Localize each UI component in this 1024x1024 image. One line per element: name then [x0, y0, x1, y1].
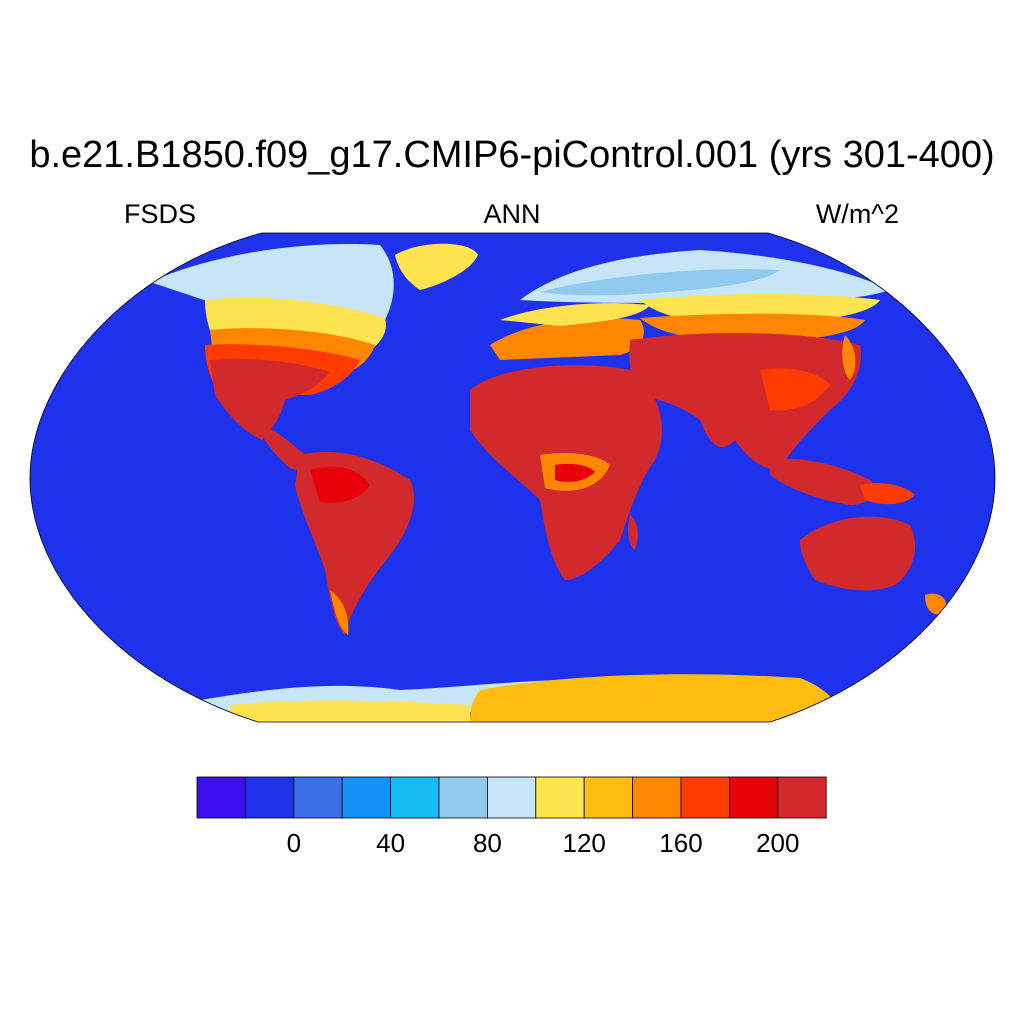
colorbar-box	[196, 776, 246, 819]
map-border	[29, 232, 996, 723]
colorbar-box	[390, 776, 440, 819]
colorbar-box	[244, 776, 295, 819]
antarctica-west	[230, 700, 470, 722]
colorbar-tick-label: 0	[287, 828, 301, 858]
colorbar-box	[632, 776, 682, 819]
greenland	[395, 243, 478, 290]
season-label: ANN	[483, 199, 541, 229]
colorbar-tick-label: 40	[376, 828, 405, 858]
madagascar	[627, 515, 638, 550]
colorbar-tick-label: 160	[659, 828, 702, 858]
new-zealand	[925, 593, 947, 615]
colorbar-tick-label: 80	[473, 828, 502, 858]
colorbar-tick-label: 200	[756, 828, 799, 858]
colorbar-box	[535, 776, 585, 819]
variable-label: FSDS	[124, 199, 197, 229]
south-america-tip	[330, 590, 349, 635]
colorbar-box	[293, 776, 343, 819]
europe	[490, 318, 644, 360]
africa-equatorial-core	[555, 463, 595, 482]
eurasia-arctic-inner	[540, 269, 780, 296]
colorbar-box	[438, 776, 488, 819]
units-label: W/m^2	[815, 199, 899, 229]
central-america	[255, 420, 310, 470]
asia	[629, 333, 861, 470]
colorbar-box	[680, 776, 730, 819]
colorbar-box	[486, 776, 537, 819]
europe-yellow	[500, 303, 650, 326]
colorbar-box	[777, 776, 827, 819]
new-guinea	[860, 483, 915, 505]
antarctica-east	[470, 674, 845, 722]
south-america-warm	[310, 466, 370, 503]
colorbar-tick-label: 120	[563, 828, 606, 858]
colorbar-box	[583, 776, 634, 819]
colorbar-box	[341, 776, 392, 819]
plot-title: b.e21.B1850.f09_g17.CMIP6-piControl.001 …	[29, 134, 995, 176]
colorbar-box	[729, 776, 779, 819]
asia-east-band	[760, 368, 830, 411]
north-america-south	[210, 358, 330, 440]
maritime-continent	[770, 458, 874, 505]
japan	[842, 335, 856, 380]
australia	[800, 516, 915, 591]
